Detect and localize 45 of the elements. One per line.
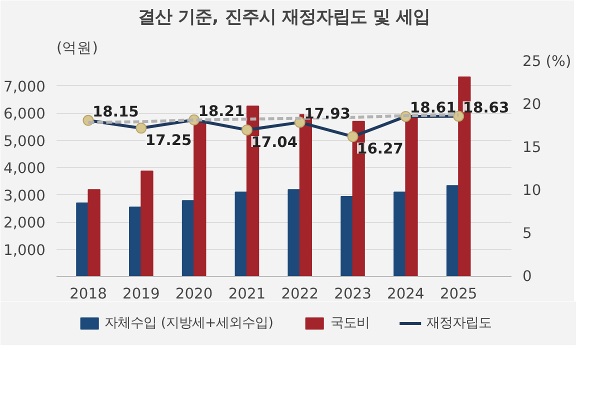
- x-tick-label: 2021: [228, 286, 266, 302]
- y-tick-label: 5,000: [4, 132, 46, 150]
- bar: [394, 192, 406, 276]
- chart-title: 결산 기준, 진주시 재정자립도 및 세입: [138, 8, 430, 28]
- data-label: 18.63: [462, 99, 510, 116]
- data-label: 18.21: [198, 102, 245, 120]
- x-tick-label: 2024: [387, 286, 424, 302]
- bar: [288, 189, 300, 276]
- y-tick-label: 6,000: [4, 106, 46, 123]
- bar: [194, 122, 206, 276]
- y2-tick-label: 10: [522, 182, 542, 199]
- bar: [140, 170, 154, 276]
- data-label: 16.27: [357, 140, 404, 158]
- y2-tick-label: 20: [522, 96, 542, 113]
- y-tick-label: 7,000: [4, 78, 46, 96]
- y2-tick-label: 0: [522, 268, 532, 285]
- legend-label: 재정자립도: [426, 315, 492, 332]
- legend-label: 자체수입 (지방세+세외수입): [104, 315, 274, 332]
- y2-tick-label: 15: [522, 139, 542, 156]
- bar: [129, 206, 142, 276]
- data-label: 17.04: [251, 134, 298, 151]
- legend-label: 국도비: [330, 315, 370, 332]
- x-tick-label: 2023: [334, 286, 372, 302]
- y-tick-label: 4,000: [4, 160, 46, 178]
- x-tick-label: 2020: [175, 286, 213, 302]
- data-label: 18.61: [410, 99, 456, 116]
- bar: [76, 202, 89, 276]
- y2-tick-label: 25 (%): [522, 53, 572, 70]
- bar: [446, 185, 460, 276]
- x-tick-label: 2018: [70, 286, 107, 302]
- bar: [234, 192, 248, 276]
- y-axis-title: (억원): [56, 40, 98, 56]
- y-tick-label: 1,000: [4, 242, 46, 259]
- data-label: 17.25: [145, 132, 192, 150]
- y2-tick-label: 5: [522, 225, 532, 242]
- y-tick-label: 2,000: [4, 214, 46, 232]
- x-tick-label: 2019: [122, 286, 160, 302]
- data-label: 18.15: [92, 103, 139, 120]
- y-tick-label: 3,000: [4, 187, 46, 204]
- bar: [88, 189, 100, 276]
- data-label: 17.93: [304, 105, 350, 122]
- bar: [340, 196, 354, 276]
- bar: [182, 200, 195, 276]
- x-tick-label: 2025: [440, 286, 478, 302]
- x-tick-label: 2022: [281, 286, 319, 302]
